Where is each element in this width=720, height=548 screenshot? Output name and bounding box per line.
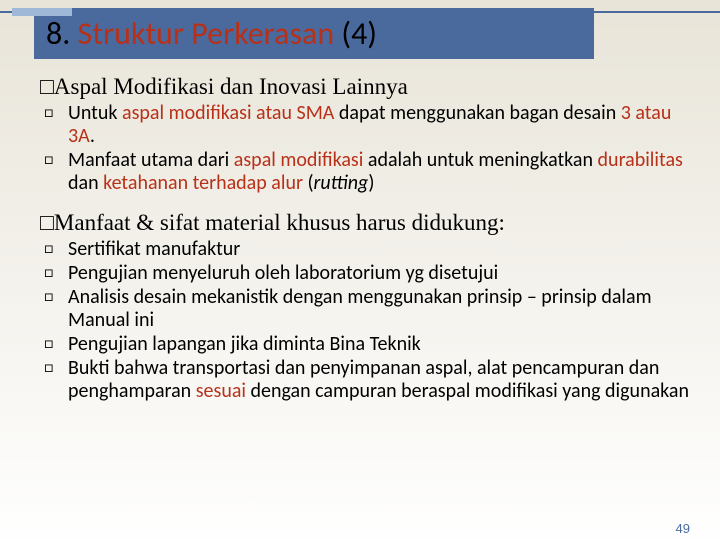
list-item: Bukti bahwa transportasi dan penyimpanan… (68, 357, 690, 403)
title-main: Struktur Perkerasan (78, 14, 342, 53)
list-item: Analisis desain mekanistik dengan menggu… (68, 286, 690, 332)
section1-heading: □Aspal Modifikasi dan Inovasi Lainnya (40, 73, 690, 100)
title-suffix: (4) (341, 14, 377, 53)
section1-list: Untuk aspal modifikasi atau SMA dapat me… (40, 102, 690, 195)
list-item: Pengujian lapangan jika diminta Bina Tek… (68, 333, 690, 356)
title-bar: 8. Struktur Perkerasan (4) (34, 8, 594, 59)
page-number: 49 (676, 521, 690, 536)
title-number: 8. (46, 14, 70, 53)
top-border-line (0, 11, 720, 13)
section2-list: Sertifikat manufaktur Pengujian menyelur… (40, 238, 690, 403)
list-item: Pengujian menyeluruh oleh laboratorium y… (68, 262, 690, 285)
list-item: Sertifikat manufaktur (68, 238, 690, 261)
list-item: Untuk aspal modifikasi atau SMA dapat me… (68, 102, 690, 148)
list-item: Manfaat utama dari aspal modifikasi adal… (68, 149, 690, 195)
title-text: 8. Struktur Perkerasan (4) (46, 14, 377, 53)
section2-heading: □Manfaat & sifat material khusus harus d… (40, 209, 690, 236)
content-area: □Aspal Modifikasi dan Inovasi Lainnya Un… (0, 59, 720, 403)
top-accent-tab (12, 8, 72, 16)
